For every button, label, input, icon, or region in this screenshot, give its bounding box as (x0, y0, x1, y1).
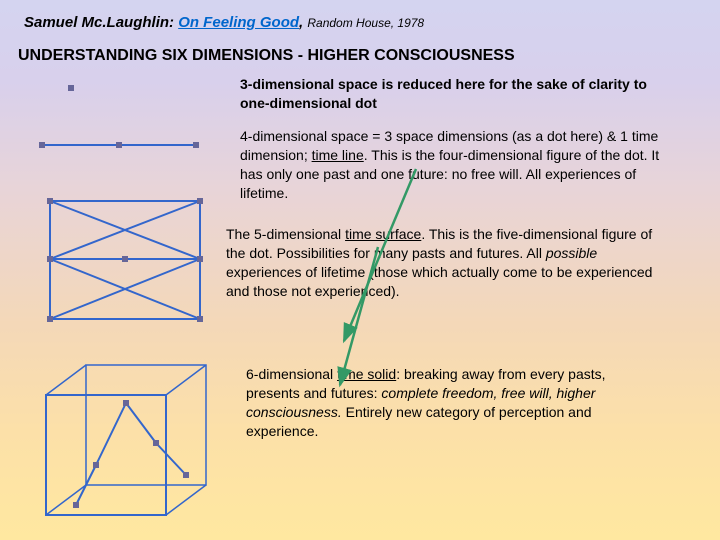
header: Samuel Mc.Laughlin: On Feeling Good, Ran… (0, 0, 720, 37)
page-subtitle: UNDERSTANDING SIX DIMENSIONS - HIGHER CO… (0, 37, 720, 75)
book-title: On Feeling Good (178, 14, 299, 31)
arrow-to-5d (0, 75, 700, 535)
publisher: Random House, 1978 (307, 16, 424, 30)
author-name: Samuel Mc.Laughlin: (24, 14, 174, 31)
citation-line: Samuel Mc.Laughlin: On Feeling Good, Ran… (24, 14, 696, 31)
comma: , (299, 14, 303, 31)
